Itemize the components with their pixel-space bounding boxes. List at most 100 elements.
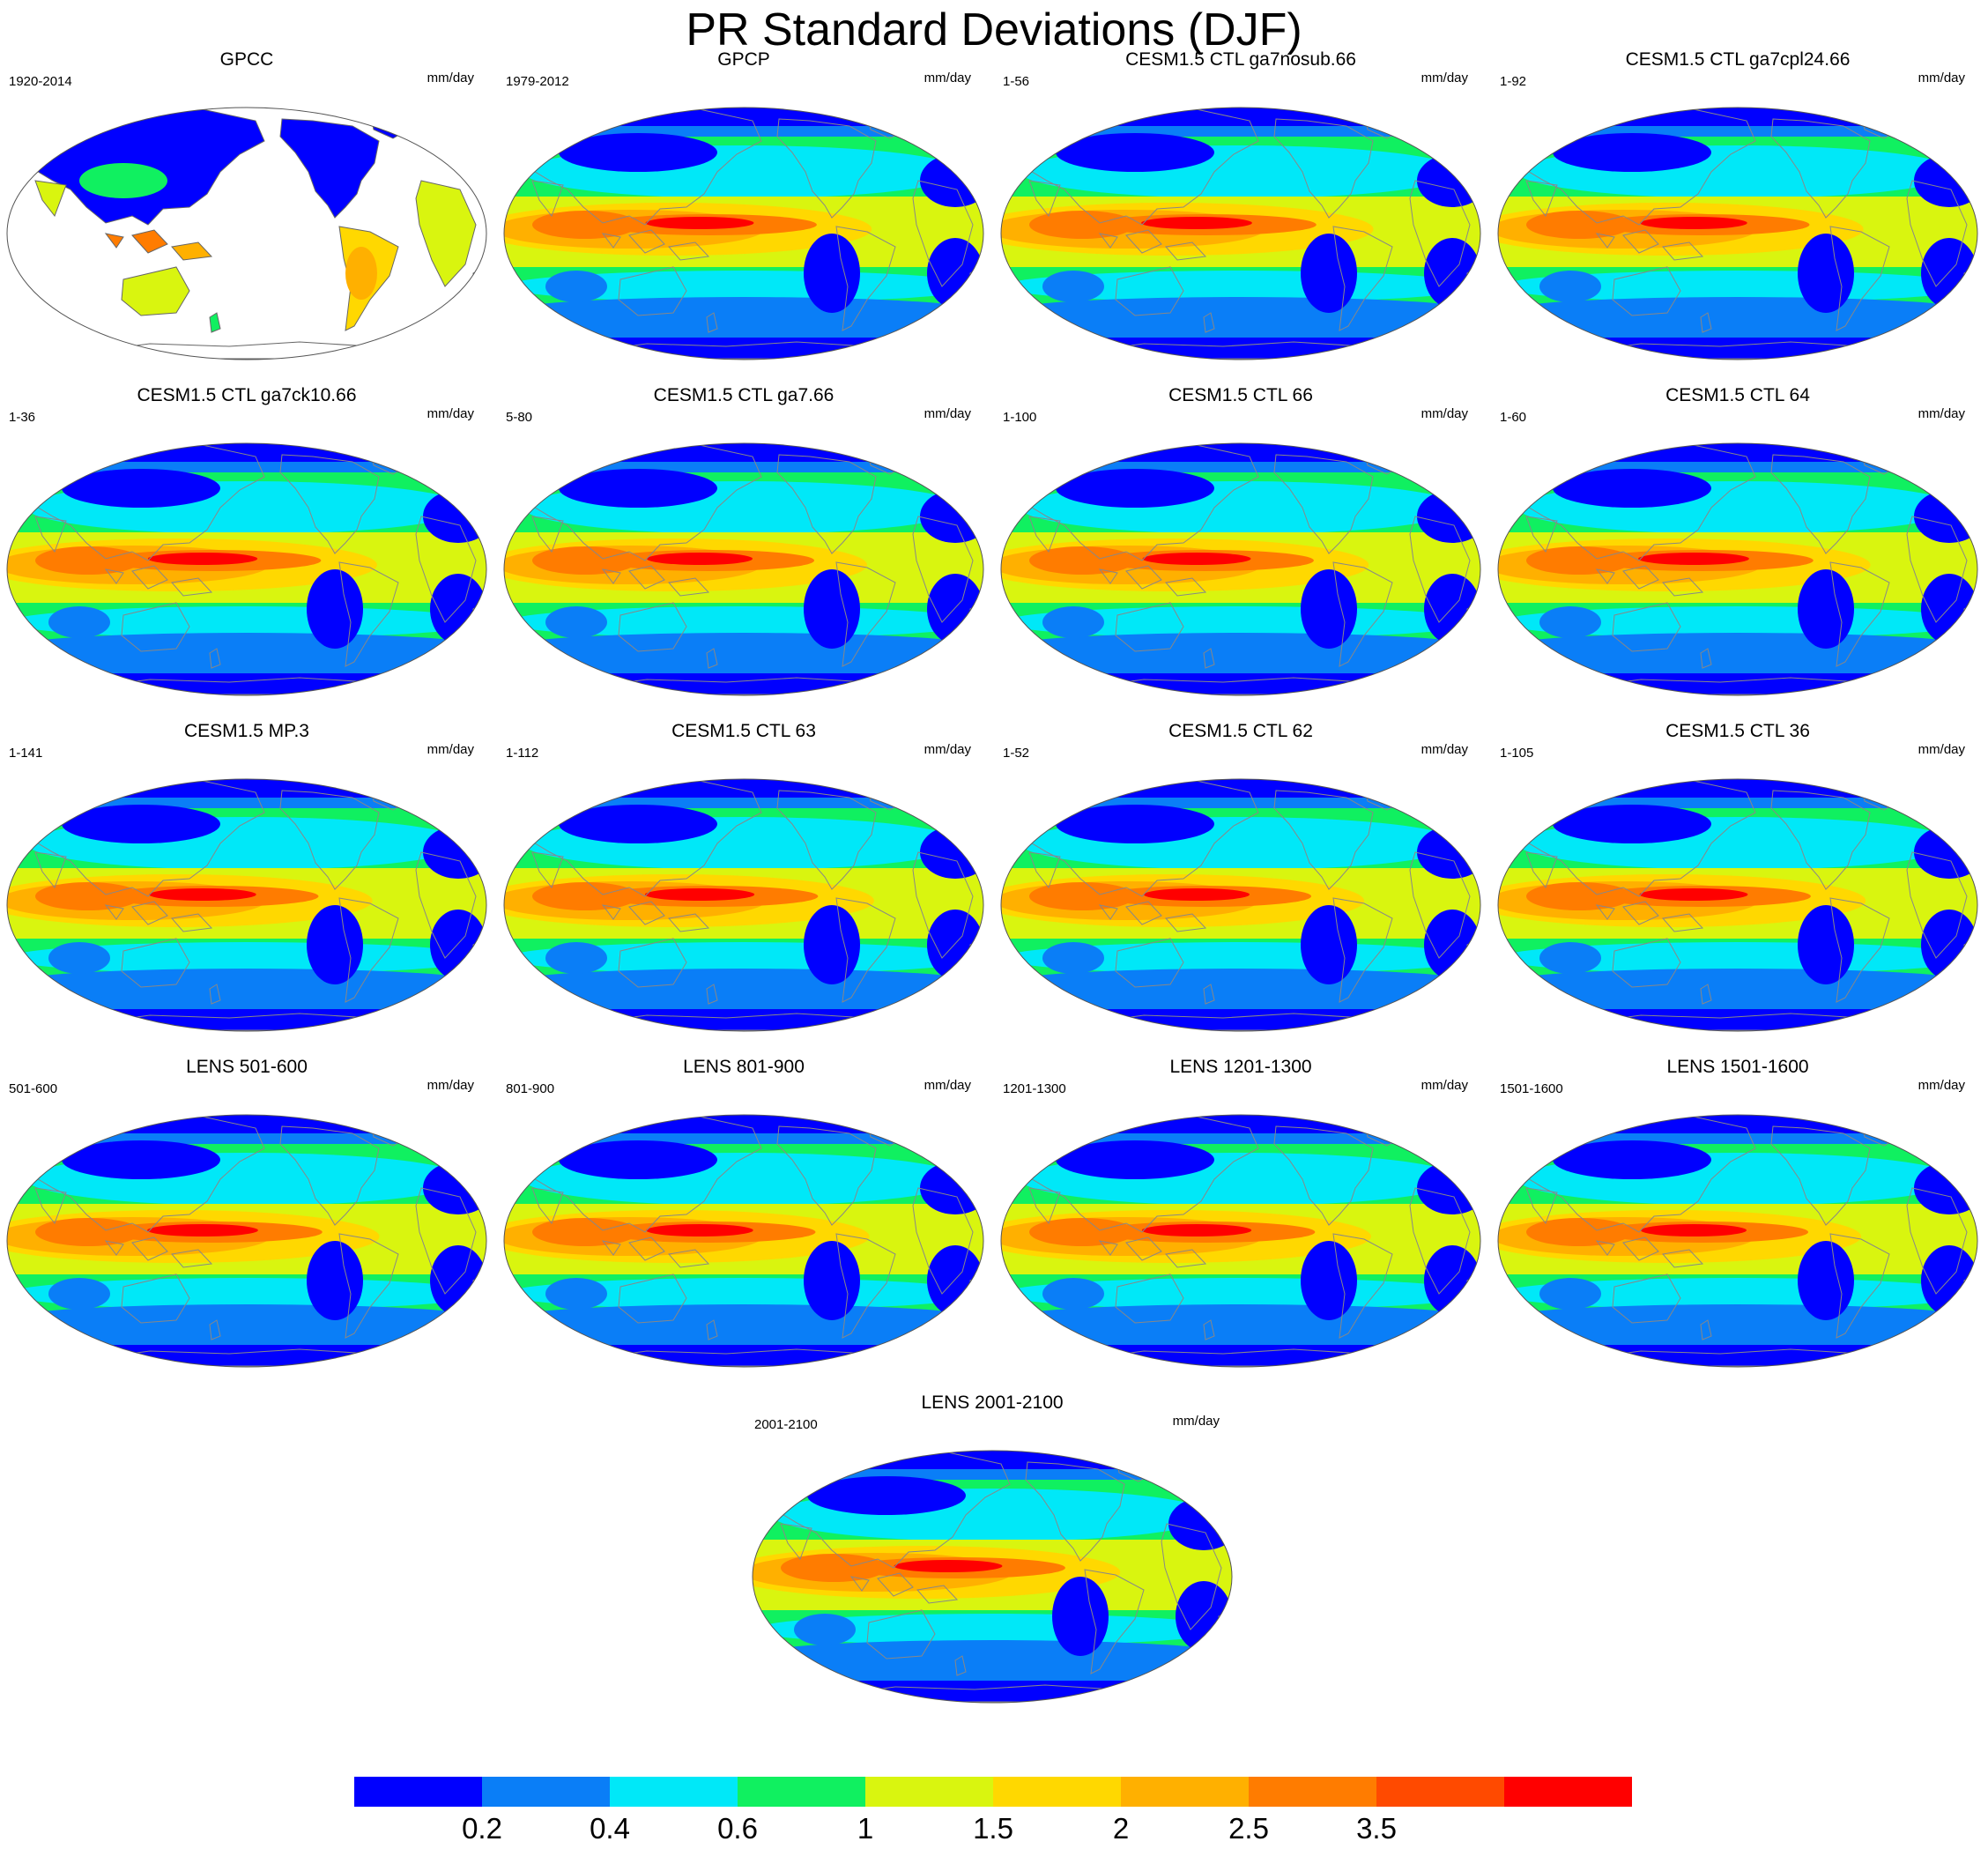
coastline-namerica xyxy=(1273,454,1374,554)
coastline-nz xyxy=(209,984,221,1005)
panel-title: CESM1.5 CTL 62 xyxy=(1168,721,1313,741)
coastline-eurasia xyxy=(34,443,265,561)
coastline-maritime3 xyxy=(1098,233,1118,249)
pacific-core xyxy=(646,1224,753,1236)
se-pacific-dry-zone xyxy=(1301,1241,1357,1320)
land-maritime1 xyxy=(131,229,168,254)
coastline-africa xyxy=(1906,851,1968,959)
southern-ocean-band xyxy=(1001,297,1480,329)
coastline-nz xyxy=(209,648,221,669)
land-maritime2 xyxy=(171,241,213,261)
pacific-core xyxy=(147,553,258,565)
coastline-australia xyxy=(618,938,687,988)
coastline-africa xyxy=(1409,180,1471,287)
coastline-africa xyxy=(912,851,974,959)
colorbar-tick-label: 0.4 xyxy=(590,1812,630,1845)
map-border xyxy=(752,1450,1233,1704)
n-africa-dry-zone xyxy=(1914,1162,1977,1214)
land-precip-field xyxy=(7,108,486,360)
map-panel: CESM1.5 CTL ga7.66 5-80 mm/day xyxy=(497,384,990,710)
panel-years-label: 1201-1300 xyxy=(1003,1081,1066,1096)
n-africa-dry-zone xyxy=(423,490,486,543)
coastline-maritime1 xyxy=(628,565,665,590)
panel-years-label: 501-600 xyxy=(9,1081,58,1096)
coastline-samerica xyxy=(1829,226,1890,331)
se-pacific-dry-zone xyxy=(307,905,363,984)
map-panel: LENS 501-600 501-600 mm/day xyxy=(0,1056,493,1382)
s-indian-dry-zone xyxy=(1539,942,1601,974)
n-africa-dry-zone xyxy=(1417,490,1480,543)
coastline-nz xyxy=(706,648,718,669)
coastline-namerica xyxy=(1273,790,1374,890)
coastline-maritime3 xyxy=(1595,233,1615,249)
precip-field xyxy=(504,1115,983,1367)
map-border xyxy=(6,442,487,696)
pacific-core xyxy=(894,1560,1003,1572)
se-pacific-dry-zone xyxy=(1052,1577,1109,1656)
pacific-core xyxy=(644,888,755,901)
n-africa-dry-zone xyxy=(423,1162,486,1214)
coastline-maritime1 xyxy=(1622,901,1659,925)
se-pacific-dry-zone xyxy=(307,569,363,649)
pacific-core xyxy=(1144,888,1250,901)
panel-unit-label: mm/day xyxy=(1918,1078,1965,1093)
coastline-maritime2 xyxy=(1662,241,1704,261)
coastline-maritime1 xyxy=(1125,901,1162,925)
panel-unit-label: mm/day xyxy=(427,406,474,421)
land-nz xyxy=(209,312,221,333)
coastline-maritime3 xyxy=(601,568,621,584)
panel-title: LENS 1201-1300 xyxy=(1169,1057,1312,1077)
coastline-africa xyxy=(415,851,477,959)
world-map xyxy=(6,778,487,1032)
southern-ocean-band xyxy=(504,297,983,329)
southern-ocean-band xyxy=(504,633,983,665)
coastline-nz xyxy=(706,1319,718,1340)
se-pacific-dry-zone xyxy=(307,1241,363,1320)
colorbar-swatch xyxy=(1121,1777,1250,1807)
s-indian-dry-zone xyxy=(794,1614,856,1645)
coastline-australia xyxy=(1115,1274,1184,1324)
map-panel: GPCP 1979-2012 mm/day xyxy=(497,48,990,375)
map-panel: LENS 801-900 801-900 mm/day xyxy=(497,1056,990,1382)
warm-pool xyxy=(1029,546,1135,575)
coastline-samerica xyxy=(338,897,399,1003)
se-pacific-dry-zone xyxy=(804,569,860,649)
panel-title: CESM1.5 CTL ga7ck10.66 xyxy=(137,385,357,405)
map-border xyxy=(1497,1114,1978,1368)
map-panel: LENS 2001-2100 2001-2100 mm/day xyxy=(746,1392,1239,1718)
coastline-eurasia xyxy=(531,443,762,561)
coastline-eurasia xyxy=(1028,1115,1259,1233)
precip-field xyxy=(1001,1115,1480,1367)
siberia-dry-zone xyxy=(559,1140,717,1179)
precip-field xyxy=(504,108,983,360)
coastline-namerica xyxy=(1025,1461,1125,1562)
east-asia-wet-zone xyxy=(79,163,167,198)
precip-field xyxy=(1001,443,1480,695)
world-map xyxy=(6,1114,487,1368)
map-panel: LENS 1501-1600 1501-1600 mm/day xyxy=(1491,1056,1984,1382)
coastline-samerica xyxy=(835,1233,896,1339)
coastline-maritime3 xyxy=(849,1576,870,1592)
se-pacific-dry-zone xyxy=(1301,905,1357,984)
colorbar-tick-label: 0.6 xyxy=(717,1812,758,1845)
coastline-nz xyxy=(1700,1319,1712,1340)
n-africa-dry-zone xyxy=(1914,490,1977,543)
coastline-eurasia xyxy=(34,779,265,897)
coastline-india xyxy=(531,516,564,553)
panel-title: CESM1.5 CTL ga7cpl24.66 xyxy=(1625,49,1851,70)
panel-years-label: 1-56 xyxy=(1003,74,1030,89)
map-border xyxy=(1000,778,1481,1032)
coastline-samerica xyxy=(1829,561,1890,667)
panel-title: CESM1.5 CTL 66 xyxy=(1168,385,1313,405)
coastline-eurasia xyxy=(1525,443,1756,561)
coastline-nz xyxy=(1203,984,1215,1005)
coastline-maritime3 xyxy=(1098,904,1118,920)
se-pacific-dry-zone xyxy=(804,1241,860,1320)
coastline-eurasia xyxy=(1525,108,1756,226)
coastline-africa xyxy=(1409,851,1471,959)
n-africa-dry-zone xyxy=(1914,154,1977,207)
map-border xyxy=(1497,107,1978,360)
colorbar-tick-label: 1.5 xyxy=(973,1812,1013,1845)
coastline-nz xyxy=(1203,648,1215,669)
coastline-nz xyxy=(1203,1319,1215,1340)
